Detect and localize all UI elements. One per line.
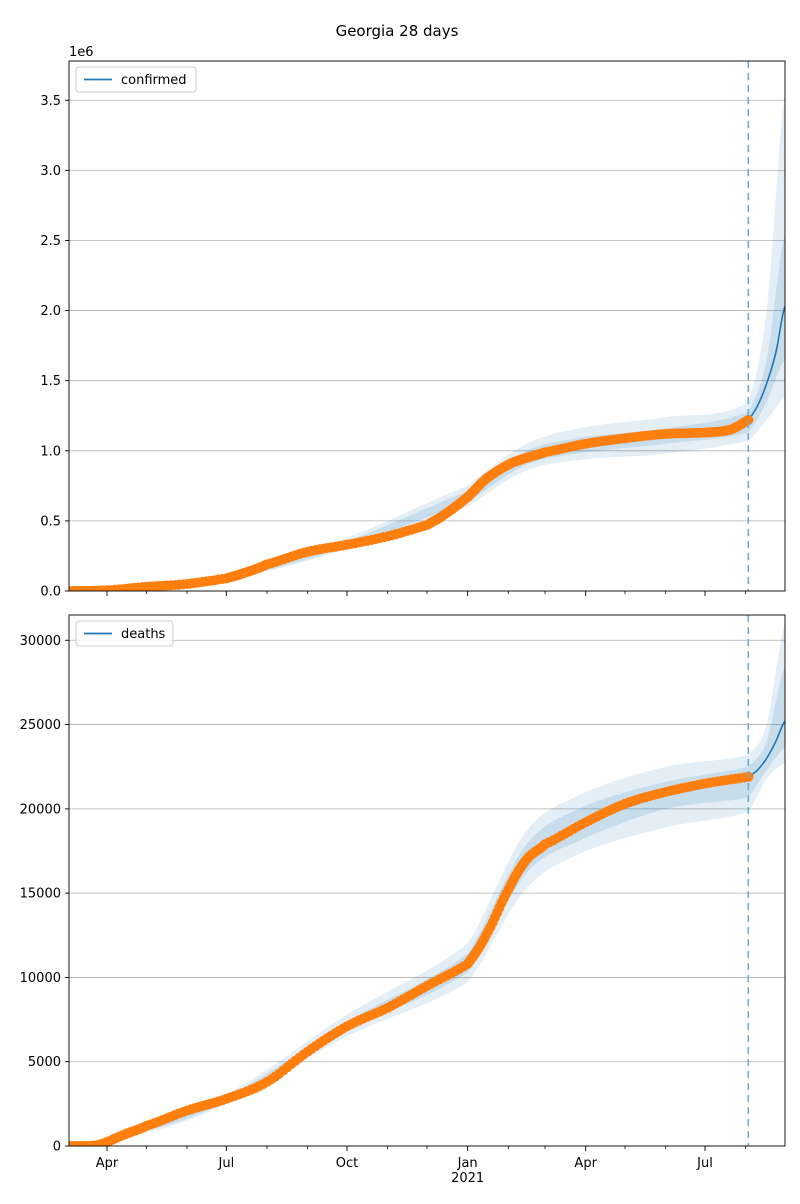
observed-points	[69, 771, 754, 1146]
y-tick-label: 0.5	[40, 514, 61, 529]
y-tick-label: 30000	[20, 634, 61, 649]
y-tick-label: 5000	[28, 1055, 61, 1070]
plot-area	[69, 623, 785, 1146]
observed-point	[743, 414, 754, 425]
x-tick-label: Jul	[696, 1156, 713, 1171]
uncertainty-band	[69, 665, 785, 1146]
legend: confirmed	[75, 66, 197, 93]
x-tick-label: Apr	[574, 1156, 597, 1171]
x-tick-label: Oct	[336, 1156, 358, 1171]
axes-frame	[68, 614, 786, 1147]
deaths-panel: 0 5000 10000 15000 20000 25000 30000 Apr Jul Oct J…	[20, 614, 786, 1186]
x-tick-label: Jul	[218, 1156, 235, 1171]
y-tick-label: 15000	[20, 887, 61, 902]
legend-box	[75, 620, 174, 647]
y-tick-label: 2.0	[40, 304, 61, 319]
legend-label: confirmed	[121, 73, 187, 88]
figure-title: Georgia 28 days	[336, 22, 459, 40]
y-tick-label: 10000	[20, 971, 61, 986]
uncertainty-band	[69, 623, 785, 1146]
y-tick-label: 0	[53, 1140, 61, 1155]
y-tick-label: 25000	[20, 718, 61, 733]
y-scale-label: 1e6	[69, 45, 94, 60]
plot-area	[69, 93, 785, 591]
legend-box	[75, 66, 197, 93]
y-tick-label: 1.0	[40, 444, 61, 459]
x-tick-label: Apr	[96, 1156, 119, 1171]
uncertainty-band	[69, 233, 785, 591]
confirmed-panel: 0.0 0.5 1.0 1.5 2.0 2.5 3.0 3.5 1e6 confirmed	[40, 45, 786, 600]
y-tick-label: 0.0	[40, 585, 61, 600]
y-tick-label: 3.5	[40, 94, 61, 109]
legend-label: deaths	[121, 627, 166, 642]
observed-points	[69, 414, 754, 591]
legend: deaths	[75, 620, 174, 647]
y-tick-label: 3.0	[40, 164, 61, 179]
x-tick-label: Jan	[457, 1156, 478, 1171]
y-tick-label: 1.5	[40, 374, 61, 389]
y-tick-label: 2.5	[40, 234, 61, 249]
x-year-label: 2021	[451, 1171, 484, 1186]
y-tick-label: 20000	[20, 802, 61, 817]
